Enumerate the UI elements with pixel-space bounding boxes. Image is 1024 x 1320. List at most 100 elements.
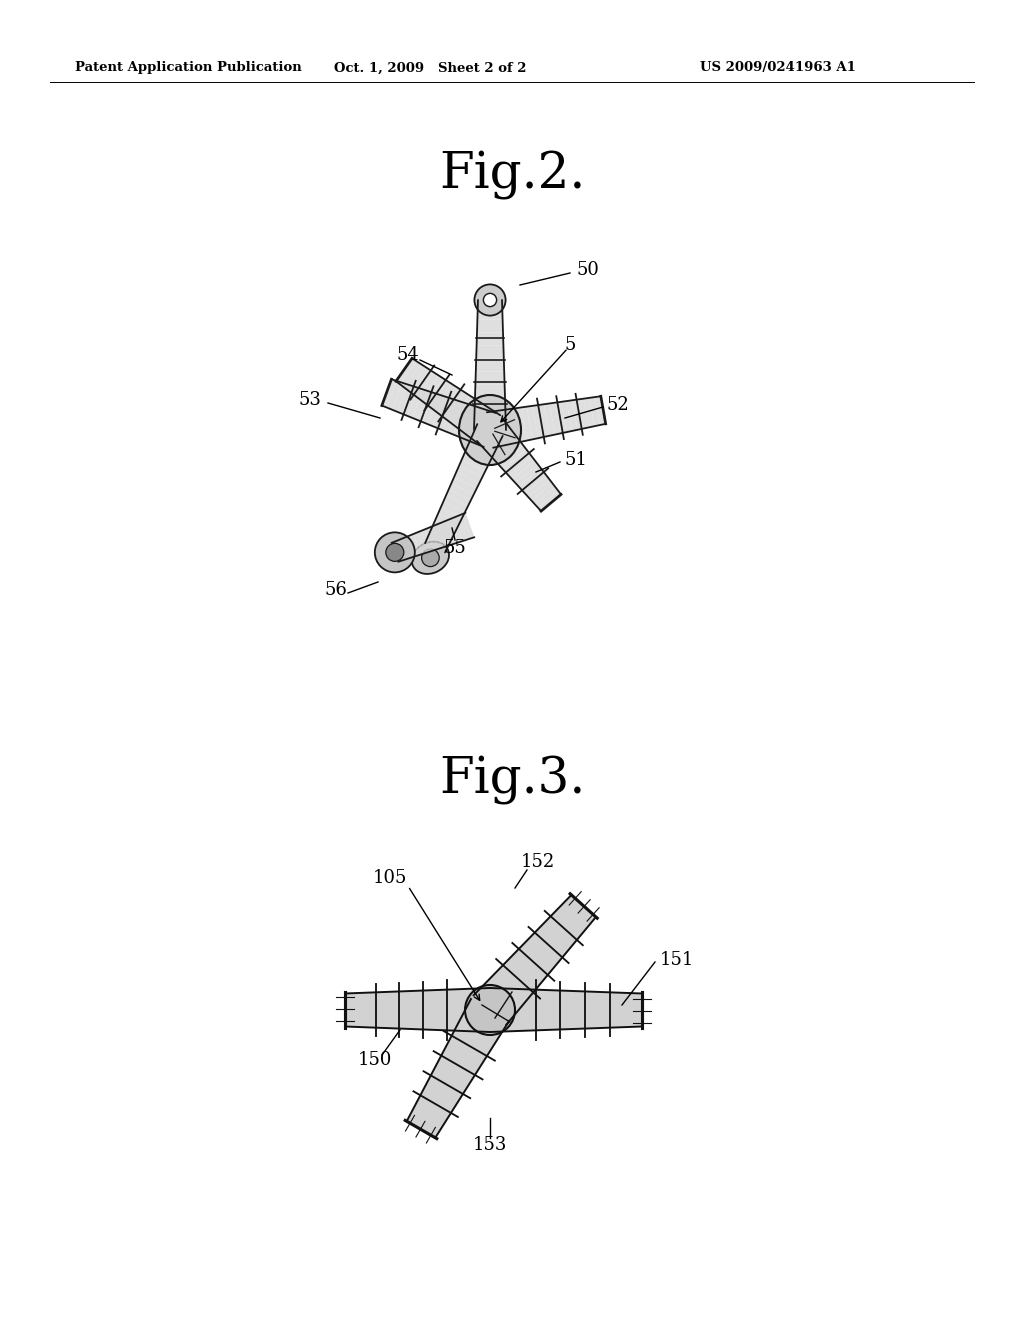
Polygon shape <box>442 389 465 420</box>
Polygon shape <box>475 384 505 391</box>
Polygon shape <box>458 515 471 540</box>
Polygon shape <box>438 387 461 416</box>
Polygon shape <box>428 527 440 549</box>
Text: 153: 153 <box>473 1137 507 1154</box>
Polygon shape <box>395 540 406 561</box>
Polygon shape <box>475 412 501 445</box>
Polygon shape <box>433 384 456 413</box>
Text: 56: 56 <box>325 581 347 599</box>
Polygon shape <box>483 426 512 451</box>
Polygon shape <box>490 987 642 1032</box>
Polygon shape <box>515 408 527 442</box>
Polygon shape <box>561 401 572 432</box>
Polygon shape <box>497 442 523 466</box>
Text: 55: 55 <box>443 539 466 557</box>
Circle shape <box>474 284 506 315</box>
Polygon shape <box>572 400 584 430</box>
Polygon shape <box>421 375 443 404</box>
Polygon shape <box>454 471 479 488</box>
Polygon shape <box>477 418 506 445</box>
Polygon shape <box>418 391 433 422</box>
Polygon shape <box>521 407 532 441</box>
Polygon shape <box>459 405 475 438</box>
Polygon shape <box>438 397 455 430</box>
Polygon shape <box>526 405 539 440</box>
Circle shape <box>375 532 415 573</box>
Polygon shape <box>455 399 478 429</box>
Text: 5: 5 <box>565 337 577 354</box>
Text: 54: 54 <box>396 346 420 364</box>
Polygon shape <box>407 999 509 1138</box>
Polygon shape <box>525 475 550 498</box>
Polygon shape <box>476 366 504 371</box>
Polygon shape <box>443 400 460 433</box>
Polygon shape <box>474 895 596 1024</box>
Polygon shape <box>475 378 505 384</box>
Polygon shape <box>447 519 459 544</box>
Polygon shape <box>446 490 471 506</box>
Polygon shape <box>538 491 561 511</box>
Polygon shape <box>474 404 506 411</box>
Polygon shape <box>584 397 594 428</box>
Polygon shape <box>433 519 457 535</box>
Polygon shape <box>414 532 425 554</box>
Polygon shape <box>382 379 396 408</box>
Circle shape <box>483 293 497 306</box>
Text: 50: 50 <box>575 261 599 279</box>
Polygon shape <box>462 454 488 471</box>
Polygon shape <box>566 400 578 432</box>
Polygon shape <box>425 528 436 550</box>
Ellipse shape <box>465 985 515 1035</box>
Polygon shape <box>478 300 502 306</box>
Circle shape <box>386 544 403 561</box>
Polygon shape <box>477 333 503 339</box>
Polygon shape <box>451 517 463 543</box>
Polygon shape <box>469 436 497 453</box>
Polygon shape <box>522 471 547 494</box>
Text: 51: 51 <box>565 451 588 469</box>
Polygon shape <box>528 479 552 500</box>
Polygon shape <box>578 399 589 429</box>
Polygon shape <box>440 502 465 517</box>
Polygon shape <box>449 401 465 434</box>
Text: 151: 151 <box>660 950 694 969</box>
Polygon shape <box>467 442 494 459</box>
Polygon shape <box>550 403 561 434</box>
Text: US 2009/0241963 A1: US 2009/0241963 A1 <box>700 62 856 74</box>
Polygon shape <box>417 372 438 400</box>
Polygon shape <box>477 313 503 319</box>
Polygon shape <box>590 397 600 426</box>
Polygon shape <box>454 403 470 437</box>
Polygon shape <box>398 539 410 560</box>
Polygon shape <box>486 412 499 447</box>
Polygon shape <box>489 434 517 458</box>
Polygon shape <box>345 987 490 1032</box>
Polygon shape <box>464 407 480 441</box>
Polygon shape <box>477 319 503 326</box>
Polygon shape <box>413 389 428 420</box>
Polygon shape <box>493 411 505 446</box>
Polygon shape <box>452 478 477 494</box>
Polygon shape <box>464 447 492 465</box>
Polygon shape <box>421 529 432 552</box>
Polygon shape <box>430 525 454 541</box>
Polygon shape <box>477 326 503 333</box>
Polygon shape <box>451 395 474 425</box>
Polygon shape <box>480 422 509 447</box>
Polygon shape <box>463 404 487 436</box>
Polygon shape <box>428 395 443 426</box>
Polygon shape <box>509 457 535 479</box>
Ellipse shape <box>459 395 521 465</box>
Polygon shape <box>476 352 504 359</box>
Polygon shape <box>446 392 469 422</box>
Polygon shape <box>510 408 521 444</box>
Polygon shape <box>392 383 408 412</box>
Polygon shape <box>443 520 456 545</box>
Polygon shape <box>407 536 418 557</box>
Polygon shape <box>438 507 462 523</box>
Polygon shape <box>503 449 529 473</box>
Polygon shape <box>595 396 605 425</box>
Text: 53: 53 <box>299 391 322 409</box>
Polygon shape <box>472 430 500 447</box>
Polygon shape <box>475 371 505 378</box>
